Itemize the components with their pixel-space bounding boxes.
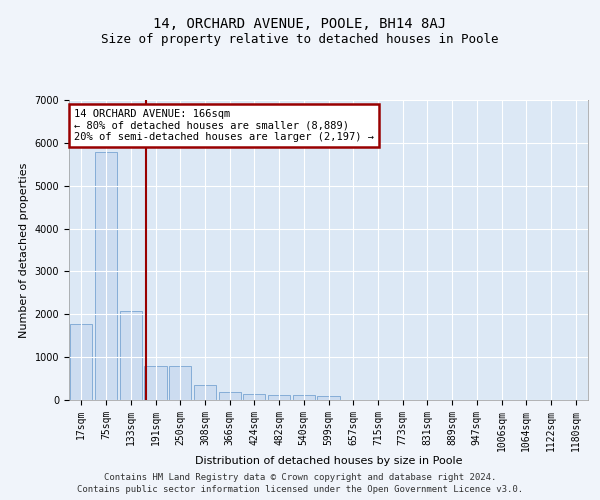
Bar	[145, 366, 167, 400]
Bar	[243, 394, 265, 400]
Bar	[70, 324, 92, 400]
X-axis label: Distribution of detached houses by size in Poole: Distribution of detached houses by size …	[195, 456, 462, 466]
Text: Size of property relative to detached houses in Poole: Size of property relative to detached ho…	[101, 32, 499, 46]
Text: Contains HM Land Registry data © Crown copyright and database right 2024.: Contains HM Land Registry data © Crown c…	[104, 472, 496, 482]
Text: 14 ORCHARD AVENUE: 166sqm
← 80% of detached houses are smaller (8,889)
20% of se: 14 ORCHARD AVENUE: 166sqm ← 80% of detac…	[74, 109, 374, 142]
Bar	[119, 311, 142, 400]
Text: Contains public sector information licensed under the Open Government Licence v3: Contains public sector information licen…	[77, 485, 523, 494]
Y-axis label: Number of detached properties: Number of detached properties	[19, 162, 29, 338]
Bar	[317, 396, 340, 400]
Bar	[293, 396, 315, 400]
Bar	[95, 152, 117, 400]
Bar	[268, 396, 290, 400]
Bar	[218, 392, 241, 400]
Bar	[194, 386, 216, 400]
Bar	[169, 366, 191, 400]
Text: 14, ORCHARD AVENUE, POOLE, BH14 8AJ: 14, ORCHARD AVENUE, POOLE, BH14 8AJ	[154, 18, 446, 32]
